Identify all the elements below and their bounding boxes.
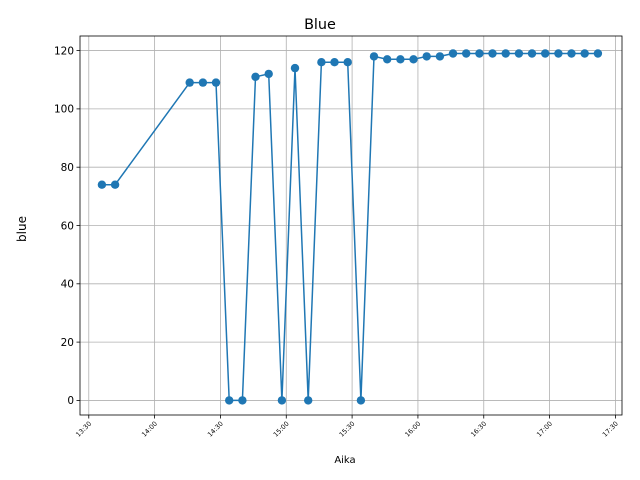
data-point (422, 52, 431, 61)
data-point (343, 58, 352, 67)
y-axis-label: blue (15, 216, 29, 242)
data-point (409, 55, 418, 64)
data-point (110, 180, 120, 189)
data-point (514, 49, 524, 58)
data-point (567, 49, 576, 58)
data-point (593, 49, 603, 58)
data-point (475, 49, 484, 58)
x-axis-label: Aika (334, 455, 355, 466)
data-point (448, 49, 458, 58)
data-point (290, 63, 300, 73)
data-point (251, 72, 260, 82)
data-point (527, 49, 537, 58)
y-tick-label: 80 (61, 162, 74, 174)
data-point (277, 396, 287, 405)
data-point (383, 55, 392, 64)
data-point (198, 78, 208, 87)
y-tick-label: 0 (67, 395, 74, 407)
data-point (435, 52, 445, 61)
data-point (396, 55, 405, 64)
y-tick-label: 120 (54, 45, 74, 57)
data-point (356, 396, 366, 405)
data-point (330, 58, 339, 67)
chart-title: Blue (304, 17, 336, 33)
data-point (238, 396, 247, 405)
data-point (369, 52, 379, 61)
data-point (488, 49, 497, 58)
data-point (554, 49, 563, 58)
y-tick-label: 40 (61, 279, 74, 291)
data-series (97, 49, 603, 405)
grid-lines (80, 36, 622, 415)
data-point (580, 49, 589, 58)
plot-area (79, 35, 623, 416)
data-point (97, 180, 107, 189)
y-tick-label: 60 (61, 220, 74, 232)
data-point (185, 78, 194, 87)
y-axis-ticks: 0 20 40 60 80 100 120 (54, 45, 80, 407)
data-point (462, 49, 471, 58)
data-point (304, 396, 313, 405)
data-point (211, 78, 221, 87)
data-point (501, 49, 510, 58)
data-point (225, 396, 234, 405)
y-tick-label: 100 (54, 104, 74, 116)
series-line (101, 52, 598, 402)
data-point (264, 69, 273, 79)
data-point (317, 58, 326, 67)
data-point (541, 49, 550, 58)
y-tick-label: 20 (61, 337, 74, 349)
